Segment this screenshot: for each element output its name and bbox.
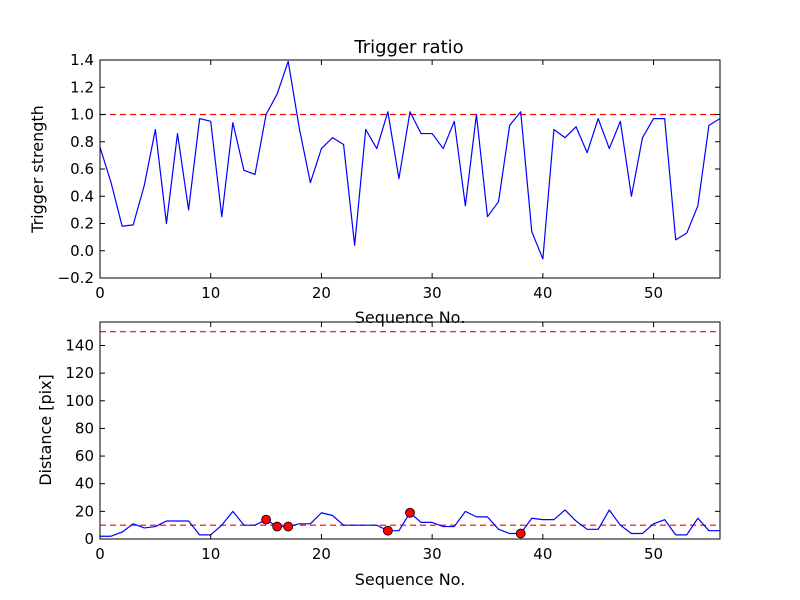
plot-area [100, 60, 720, 260]
x-tick-label: 30 [423, 284, 442, 302]
y-tick-label: 60 [75, 447, 94, 465]
x-tick-label: 0 [95, 545, 105, 563]
clipped-series [100, 60, 720, 260]
y-tick-label: 0.4 [70, 187, 94, 205]
y-tick-label: 40 [75, 475, 94, 493]
x-tick-label: 50 [644, 545, 663, 563]
y-tick-label: 0 [84, 530, 94, 548]
x-tick-label: 10 [201, 284, 220, 302]
marker-point [405, 507, 415, 518]
x-tick-label: 40 [533, 545, 552, 563]
y-tick-label: 1.4 [70, 51, 94, 69]
trigger-ratio-subplot: Trigger ratio 0 10 20 30 40 50 −0.2 0.0 0.2 0.4 0.… [28, 37, 721, 327]
y-tick-label: 120 [65, 364, 94, 382]
y-tick-label: 1.2 [70, 78, 94, 96]
y-tick-label: 20 [75, 502, 94, 520]
axis-ticks: 0 10 20 30 40 50 0 20 40 60 80 100 120 140 [65, 322, 720, 563]
x-tick-label: 20 [312, 284, 331, 302]
y-tick-label: 100 [65, 392, 94, 410]
x-tick-label: 10 [201, 545, 220, 563]
x-tick-label: 30 [423, 545, 442, 563]
x-tick-label: 20 [312, 545, 331, 563]
marker-point [272, 521, 283, 532]
y-tick-label: 0.2 [70, 215, 94, 233]
y-axis-label: Trigger strength [28, 105, 47, 234]
marker-point [283, 521, 294, 532]
y-axis-label: Distance [pix] [36, 374, 55, 486]
y-tick-label: 80 [75, 419, 94, 437]
y-tick-label: −0.2 [58, 269, 94, 287]
distance-subplot: 0 10 20 30 40 50 0 20 40 60 80 100 120 140 Sequence N… [36, 321, 721, 589]
x-tick-label: 40 [533, 284, 552, 302]
plot-area [100, 331, 720, 539]
y-tick-label: 1.0 [70, 106, 94, 124]
y-tick-label: 140 [65, 336, 94, 354]
chart-title: Trigger ratio [353, 37, 463, 58]
x-axis-label: Sequence No. [355, 570, 466, 589]
series-line [100, 60, 720, 260]
x-axis-label: Sequence No. [355, 308, 466, 327]
y-tick-label: 0.8 [70, 133, 94, 151]
x-tick-label: 0 [95, 284, 105, 302]
y-tick-label: 0.0 [70, 242, 94, 260]
clipped-series [100, 331, 720, 539]
marker-point [261, 514, 271, 525]
x-tick-label: 50 [644, 284, 663, 302]
axis-ticks: 0 10 20 30 40 50 −0.2 0.0 0.2 0.4 0.6 0.8 1.0 1.2 1.4 [58, 51, 720, 302]
marker-point [382, 525, 393, 536]
marker-point [515, 528, 526, 539]
axes-frame [99, 321, 721, 540]
y-tick-label: 0.6 [70, 160, 94, 178]
